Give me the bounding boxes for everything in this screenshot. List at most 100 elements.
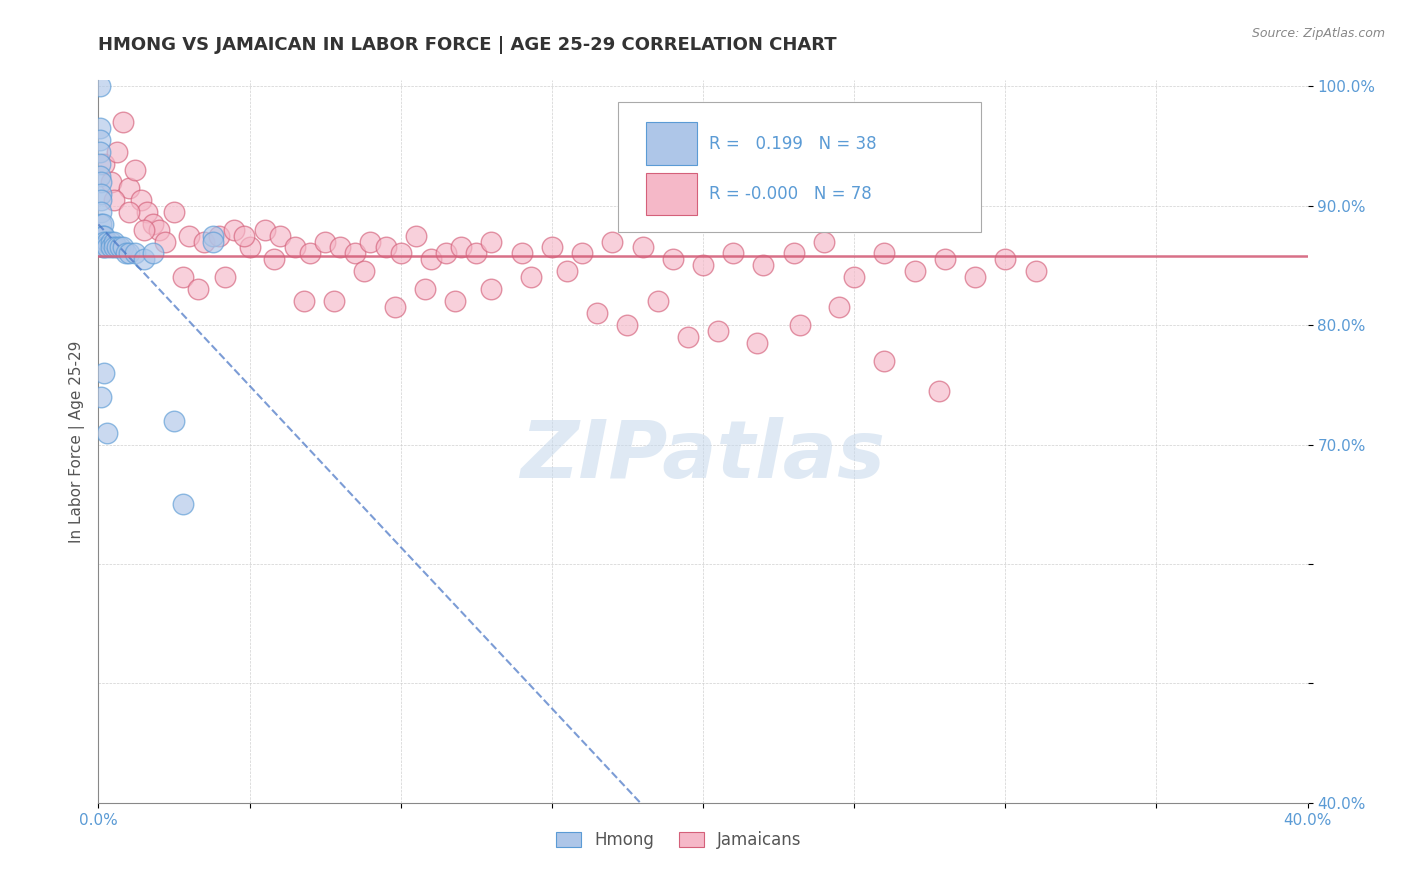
Point: [602, 235, 624, 249]
Text: R = -0.000   N = 78: R = -0.000 N = 78: [709, 185, 872, 203]
FancyBboxPatch shape: [647, 173, 697, 215]
Point: [510, 246, 533, 260]
Point: [163, 414, 186, 428]
Point: [239, 240, 262, 254]
Point: [224, 222, 246, 236]
Point: [132, 222, 155, 236]
Point: [420, 252, 443, 267]
Point: [214, 270, 236, 285]
Point: [965, 270, 987, 285]
Point: [148, 222, 170, 236]
Point: [90, 186, 112, 201]
Point: [93, 366, 115, 380]
Point: [202, 235, 225, 249]
Point: [481, 235, 503, 249]
Point: [299, 246, 322, 260]
Point: [90, 175, 112, 189]
Point: [124, 162, 146, 177]
Point: [384, 300, 406, 314]
FancyBboxPatch shape: [619, 102, 981, 232]
Point: [661, 252, 683, 267]
Point: [90, 193, 112, 207]
Point: [103, 235, 125, 249]
Point: [163, 204, 186, 219]
Point: [96, 240, 118, 254]
Point: [314, 235, 336, 249]
Point: [263, 252, 285, 267]
Point: [616, 318, 638, 332]
Text: ZIPatlas: ZIPatlas: [520, 417, 886, 495]
FancyBboxPatch shape: [647, 122, 697, 165]
Point: [202, 228, 225, 243]
Point: [208, 228, 231, 243]
Point: [89, 157, 111, 171]
Point: [114, 246, 136, 260]
Point: [586, 306, 609, 320]
Point: [723, 246, 745, 260]
Point: [405, 228, 427, 243]
Point: [93, 235, 115, 249]
Point: [118, 180, 141, 194]
Text: R =   0.199   N = 38: R = 0.199 N = 38: [709, 135, 877, 153]
Point: [269, 228, 291, 243]
Point: [111, 240, 134, 254]
Legend: Hmong, Jamaicans: Hmong, Jamaicans: [550, 824, 808, 856]
Point: [360, 235, 382, 249]
Point: [994, 252, 1017, 267]
Point: [353, 264, 375, 278]
Point: [374, 240, 396, 254]
Point: [329, 240, 352, 254]
Point: [292, 294, 315, 309]
Point: [129, 193, 152, 207]
Point: [389, 246, 412, 260]
Point: [90, 204, 112, 219]
Point: [118, 204, 141, 219]
Point: [91, 228, 114, 243]
Point: [934, 252, 956, 267]
Point: [96, 235, 118, 249]
Point: [344, 246, 367, 260]
Point: [142, 217, 165, 231]
Point: [89, 169, 111, 183]
Point: [90, 390, 112, 404]
Point: [631, 240, 654, 254]
Point: [93, 240, 115, 254]
Point: [873, 354, 896, 368]
Point: [873, 246, 896, 260]
Point: [93, 228, 115, 243]
Point: [89, 133, 111, 147]
Point: [828, 300, 851, 314]
Point: [413, 282, 436, 296]
Point: [519, 270, 541, 285]
Point: [904, 264, 927, 278]
Point: [103, 193, 125, 207]
Point: [481, 282, 503, 296]
Point: [707, 324, 730, 338]
Point: [232, 228, 254, 243]
Point: [783, 246, 806, 260]
Point: [132, 252, 155, 267]
Point: [555, 264, 578, 278]
Point: [434, 246, 457, 260]
Point: [89, 145, 111, 159]
Point: [118, 246, 141, 260]
Point: [135, 204, 157, 219]
Point: [89, 79, 111, 94]
Point: [172, 497, 194, 511]
Point: [444, 294, 467, 309]
Point: [91, 217, 114, 231]
Y-axis label: In Labor Force | Age 25-29: In Labor Force | Age 25-29: [69, 341, 84, 542]
Point: [93, 157, 115, 171]
Point: [789, 318, 811, 332]
Text: HMONG VS JAMAICAN IN LABOR FORCE | AGE 25-29 CORRELATION CHART: HMONG VS JAMAICAN IN LABOR FORCE | AGE 2…: [98, 36, 837, 54]
Point: [103, 240, 125, 254]
Point: [187, 282, 209, 296]
Point: [111, 115, 134, 129]
Point: [142, 246, 165, 260]
Point: [323, 294, 346, 309]
Point: [108, 240, 131, 254]
Point: [90, 217, 112, 231]
Point: [844, 270, 866, 285]
Point: [465, 246, 488, 260]
Point: [179, 228, 201, 243]
